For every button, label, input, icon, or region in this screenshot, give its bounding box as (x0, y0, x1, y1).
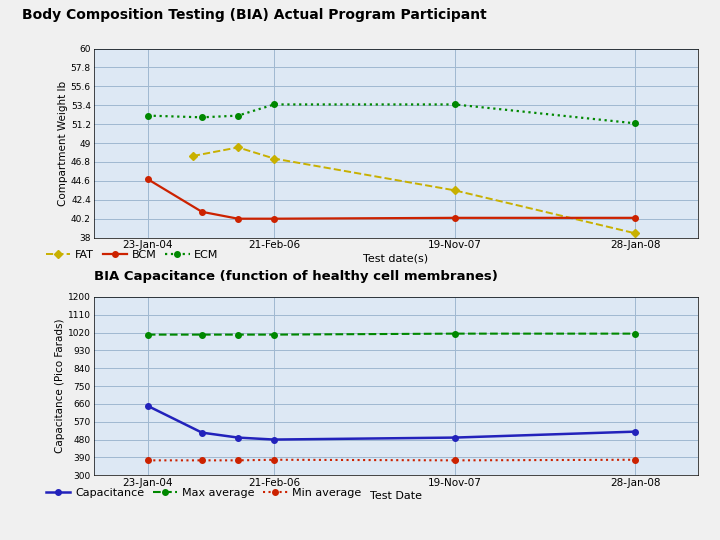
ECM (450, 101, 459, 107)
BCM (143, 176, 152, 183)
Line: Capacitance: Capacitance (145, 403, 638, 442)
Capacitance (143, 403, 152, 409)
Text: Body Composition Testing (BIA) Actual Program Participant: Body Composition Testing (BIA) Actual Pr… (22, 8, 486, 22)
BCM (197, 208, 206, 215)
Capacitance (270, 436, 279, 443)
Max average (270, 332, 279, 338)
BCM (450, 214, 459, 221)
ECM (143, 112, 152, 119)
ECM (270, 101, 279, 107)
Text: BIA Capacitance (function of healthy cell membranes): BIA Capacitance (function of healthy cel… (94, 270, 498, 283)
Legend: Capacitance, Max average, Min average: Capacitance, Max average, Min average (42, 483, 366, 502)
Min average (143, 457, 152, 463)
BCM (631, 214, 639, 221)
Legend: FAT, BCM, ECM: FAT, BCM, ECM (42, 246, 223, 265)
ECM (234, 112, 243, 119)
Max average (234, 332, 243, 338)
ECM (631, 120, 639, 126)
Line: FAT: FAT (190, 145, 638, 236)
Capacitance (234, 434, 243, 441)
Min average (234, 457, 243, 463)
FAT (234, 144, 243, 151)
FAT (450, 187, 459, 193)
FAT (189, 153, 197, 159)
FAT (631, 230, 639, 237)
Capacitance (197, 429, 206, 436)
BCM (234, 215, 243, 222)
ECM (197, 114, 206, 120)
Max average (143, 332, 152, 338)
Capacitance (631, 428, 639, 435)
Max average (197, 332, 206, 338)
Min average (631, 456, 639, 463)
Max average (631, 330, 639, 337)
Min average (270, 456, 279, 463)
Line: ECM: ECM (145, 102, 638, 126)
Max average (450, 330, 459, 337)
FAT (270, 156, 279, 162)
Line: Min average: Min average (145, 457, 638, 463)
Min average (197, 457, 206, 463)
Capacitance (450, 434, 459, 441)
BCM (270, 215, 279, 222)
Line: Max average: Max average (145, 331, 638, 338)
X-axis label: Test Date: Test Date (370, 491, 422, 501)
Min average (450, 457, 459, 463)
X-axis label: Test date(s): Test date(s) (364, 253, 428, 263)
Y-axis label: Compartment Weight lb: Compartment Weight lb (58, 80, 68, 206)
Line: BCM: BCM (145, 177, 638, 221)
Y-axis label: Capacitance (Pico Farads): Capacitance (Pico Farads) (55, 319, 65, 454)
